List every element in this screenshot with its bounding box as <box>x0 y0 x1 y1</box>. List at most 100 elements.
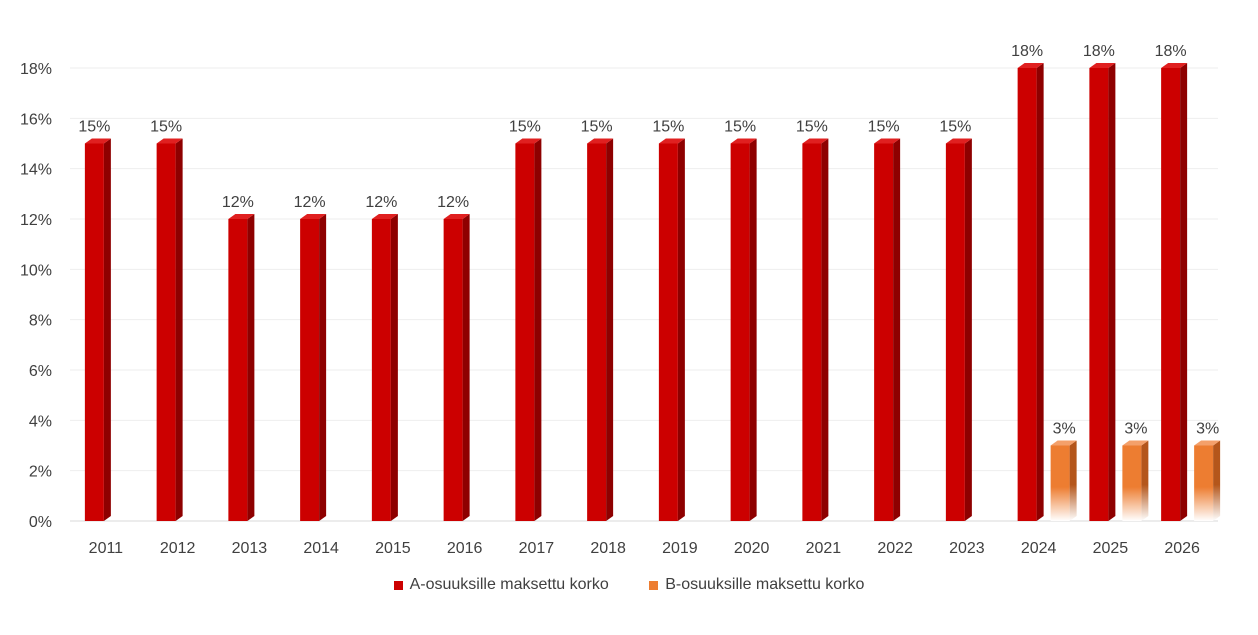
x-tick-label: 2015 <box>375 540 411 557</box>
bar-b-side <box>1213 440 1221 521</box>
bar-a-top <box>802 138 829 144</box>
data-label-a: 15% <box>796 119 828 136</box>
bar-a <box>802 143 822 521</box>
bar-a-side <box>749 138 757 521</box>
bar-a-top <box>1089 63 1116 68</box>
bar-a-side <box>390 214 398 521</box>
y-tick-label: 2% <box>29 464 52 481</box>
bar-a <box>874 143 894 521</box>
data-label-a: 12% <box>294 194 326 211</box>
bar-b-top <box>1194 440 1221 446</box>
bar-a-top <box>515 138 542 144</box>
bar-b-top <box>1122 440 1149 446</box>
bar-a <box>587 143 607 521</box>
y-tick-label: 18% <box>20 61 52 78</box>
bar-a-side <box>103 138 111 521</box>
legend-swatch-a <box>393 580 403 590</box>
bar-a-side <box>821 138 829 521</box>
bar-a-side <box>1108 63 1116 521</box>
y-tick-label: 10% <box>20 262 52 279</box>
bar-a <box>730 143 750 521</box>
bar-a-top <box>156 138 183 144</box>
bar-a <box>84 143 104 521</box>
bar-a <box>515 143 535 521</box>
bar-a-top <box>228 214 255 219</box>
bar-a-top <box>587 138 614 144</box>
bar-a <box>300 219 320 521</box>
data-label-a: 15% <box>868 119 900 136</box>
bar-a-side <box>606 138 614 521</box>
bar-a <box>443 219 463 521</box>
x-tick-label: 2014 <box>303 540 339 557</box>
y-tick-label: 14% <box>20 162 52 179</box>
x-tick-label: 2025 <box>1093 540 1129 557</box>
bar-a <box>156 143 176 521</box>
bar-a <box>1089 68 1109 521</box>
y-tick-label: 4% <box>29 413 52 430</box>
bar-a-top <box>300 214 327 219</box>
bar-b <box>1050 445 1070 521</box>
y-tick-label: 8% <box>29 313 52 330</box>
legend-item-a: A-osuuksille maksettu korko <box>393 576 609 594</box>
data-label-b: 3% <box>1196 421 1219 438</box>
data-label-a: 18% <box>1155 43 1187 60</box>
bar-a-top <box>1161 63 1188 68</box>
legend: A-osuuksille maksettu korko B-osuuksille… <box>0 576 1258 595</box>
x-tick-label: 2019 <box>662 540 698 557</box>
data-label-b: 3% <box>1124 421 1147 438</box>
y-tick-label: 16% <box>20 111 52 128</box>
bar-a <box>1161 68 1181 521</box>
bar-a-top <box>443 214 470 219</box>
data-label-a: 15% <box>581 119 613 136</box>
bar-a <box>658 143 678 521</box>
bar-a-side <box>964 138 972 521</box>
x-tick-label: 2022 <box>877 540 913 557</box>
x-tick-label: 2024 <box>1021 540 1057 557</box>
x-tick-label: 2018 <box>590 540 626 557</box>
data-label-a: 18% <box>1083 43 1115 60</box>
bar-a-side <box>175 138 183 521</box>
data-label-a: 15% <box>150 119 182 136</box>
x-tick-label: 2020 <box>734 540 770 557</box>
x-tick-label: 2017 <box>519 540 555 557</box>
x-tick-label: 2016 <box>447 540 483 557</box>
bar-a <box>371 219 391 521</box>
bar-a-top <box>945 138 972 144</box>
x-tick-label: 2023 <box>949 540 985 557</box>
x-tick-label: 2011 <box>89 540 124 557</box>
x-tick-label: 2021 <box>806 540 842 557</box>
data-label-a: 15% <box>652 119 684 136</box>
bar-a-top <box>84 138 111 144</box>
legend-label-b: B-osuuksille maksettu korko <box>665 576 865 593</box>
bar-a-top <box>371 214 398 219</box>
bar-b-side <box>1069 440 1077 521</box>
x-tick-label: 2013 <box>232 540 268 557</box>
bar-a-side <box>319 214 327 521</box>
bar-b <box>1194 445 1214 521</box>
x-tick-label: 2026 <box>1164 540 1200 557</box>
bar-a <box>1017 68 1037 521</box>
bar-a <box>945 143 965 521</box>
bar-a-side <box>677 138 685 521</box>
bar-a-side <box>893 138 901 521</box>
bar-a-side <box>534 138 542 521</box>
bar-a-top <box>1017 63 1044 68</box>
data-label-a: 15% <box>724 119 756 136</box>
bar-b-side <box>1141 440 1149 521</box>
data-label-a: 18% <box>1011 43 1043 60</box>
y-tick-label: 6% <box>29 363 52 380</box>
bar-a-top <box>874 138 901 144</box>
x-tick-label: 2012 <box>160 540 196 557</box>
bar-a-side <box>247 214 255 521</box>
bar-a-side <box>1180 63 1188 521</box>
bar-a-top <box>658 138 685 144</box>
bar-a <box>228 219 248 521</box>
legend-label-a: A-osuuksille maksettu korko <box>409 576 609 593</box>
data-label-a: 12% <box>365 194 397 211</box>
data-label-a: 12% <box>222 194 254 211</box>
data-label-a: 15% <box>939 119 971 136</box>
data-label-a: 15% <box>78 119 110 136</box>
bar-b <box>1122 445 1142 521</box>
